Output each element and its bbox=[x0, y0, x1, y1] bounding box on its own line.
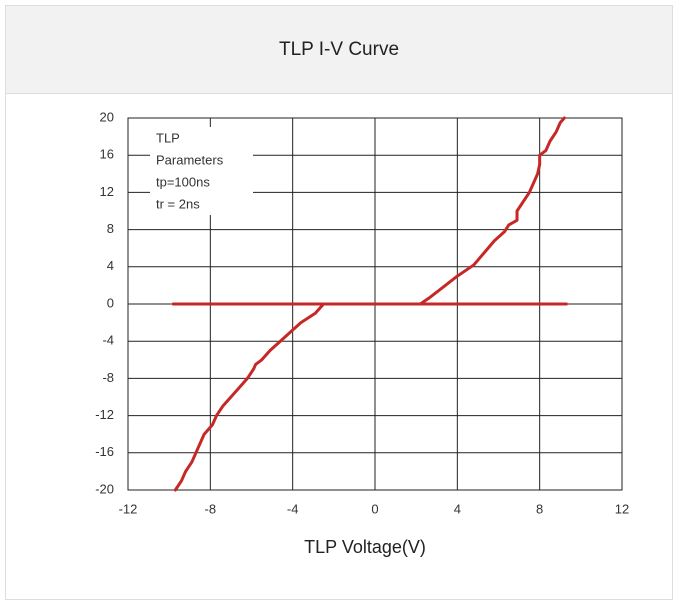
data-line bbox=[171, 116, 568, 492]
annotation-box bbox=[150, 127, 253, 215]
chart-title: TLP I-V Curve bbox=[279, 39, 399, 60]
y-tick-label: -12 bbox=[95, 407, 114, 422]
x-tick-label: 0 bbox=[371, 501, 378, 516]
y-tick-label: 8 bbox=[107, 221, 114, 236]
y-tick-label: 4 bbox=[107, 258, 114, 273]
y-tick-label: 12 bbox=[100, 184, 114, 199]
annotation-text: TLP bbox=[156, 130, 180, 145]
y-tick-label: 20 bbox=[100, 109, 114, 124]
x-tick-label: 8 bbox=[536, 501, 543, 516]
annotation-text: tr = 2ns bbox=[156, 196, 200, 211]
annotation-text: Parameters bbox=[156, 152, 224, 167]
header bbox=[6, 6, 672, 93]
y-tick-label: -4 bbox=[102, 333, 114, 348]
x-tick-label: -8 bbox=[205, 501, 217, 516]
y-tick-label: 16 bbox=[100, 147, 114, 162]
x-tick-label: 12 bbox=[615, 501, 629, 516]
annotation-text: tp=100ns bbox=[156, 174, 210, 189]
y-tick-label: -16 bbox=[95, 444, 114, 459]
y-tick-label: -20 bbox=[95, 481, 114, 496]
x-axis-label: TLP Voltage(V) bbox=[304, 537, 426, 557]
y-tick-label: 0 bbox=[107, 295, 114, 310]
x-tick-label: -12 bbox=[119, 501, 138, 516]
x-tick-label: 4 bbox=[454, 501, 461, 516]
y-tick-label: -8 bbox=[102, 370, 114, 385]
x-tick-label: -4 bbox=[287, 501, 299, 516]
